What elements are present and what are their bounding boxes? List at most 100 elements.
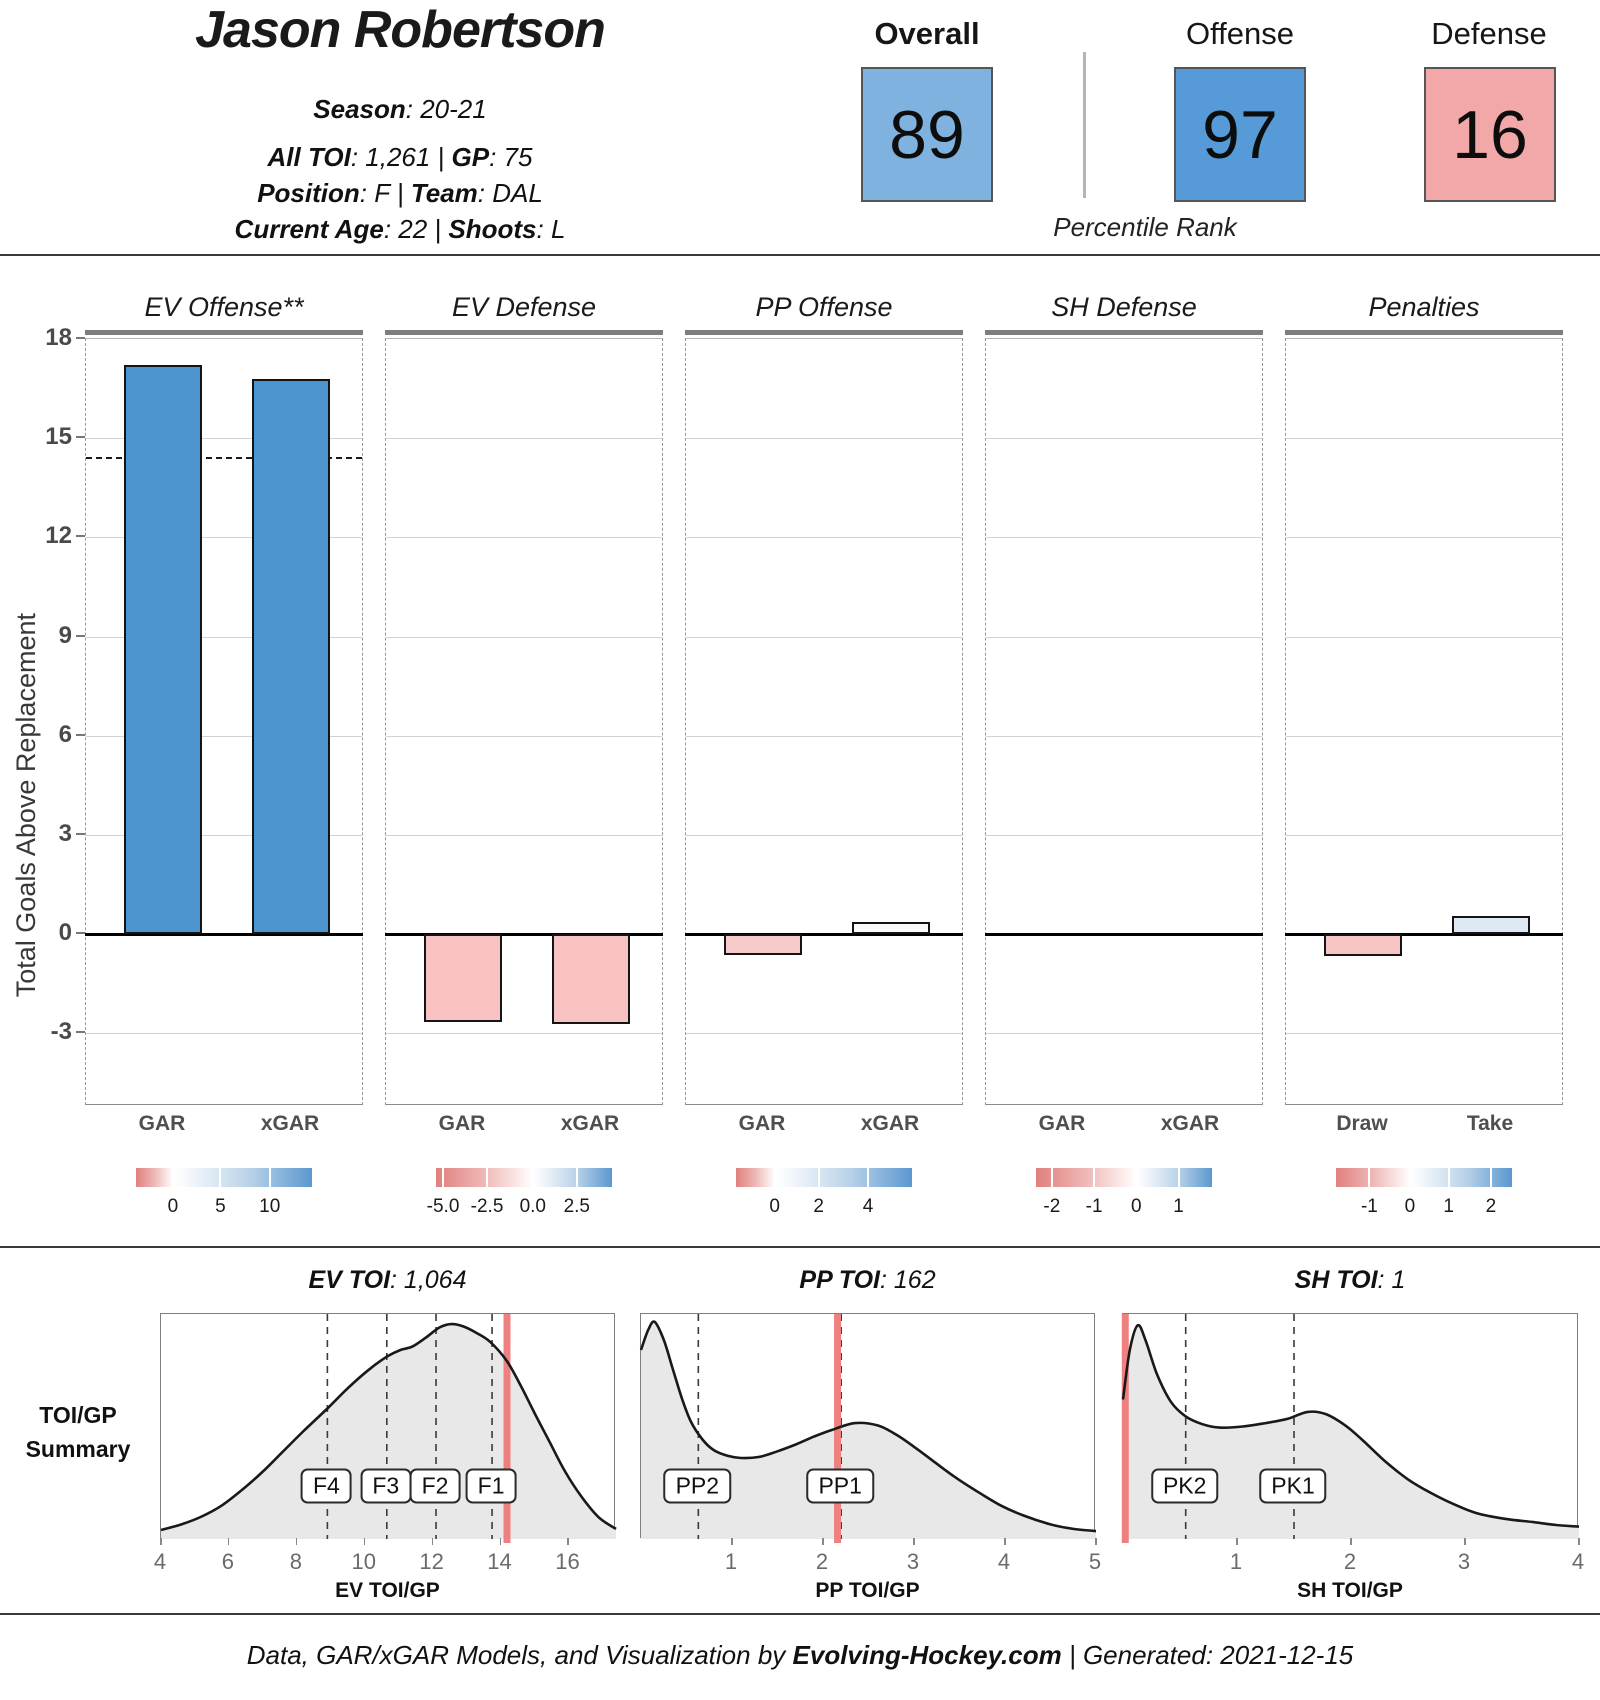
density-title-value: : 162 (879, 1266, 936, 1294)
y-tick-label: -3 (50, 1018, 72, 1046)
y-tick-label: 6 (58, 720, 72, 748)
offense-percentile-value: 97 (1202, 96, 1278, 173)
panel-top-rule (385, 330, 663, 335)
zero-line (685, 932, 963, 936)
legend-gradient (1336, 1168, 1512, 1187)
percentile-divider (1083, 52, 1086, 198)
y-tick-label: 12 (45, 522, 72, 550)
replacement-ref-line (86, 457, 362, 460)
grid-line (86, 537, 362, 539)
grid-line (86, 735, 362, 737)
player-age-shoots: Current Age: 22 | Shoots: L (0, 214, 800, 245)
y-tick-label: 15 (45, 423, 72, 451)
legend-tick-label: -2 (1043, 1196, 1061, 1217)
x-tick-label: 12 (419, 1549, 444, 1574)
legend-tick-mark (1177, 1168, 1180, 1187)
toi-gp-summary-line1: TOI/GP (39, 1402, 117, 1428)
legend-tick-mark (1447, 1168, 1450, 1187)
x-tick-mark (913, 1538, 915, 1545)
panel-top-rule (1285, 330, 1563, 335)
legend-tick-mark (1050, 1168, 1053, 1187)
grid-line (1286, 438, 1562, 440)
grid-line (386, 636, 662, 638)
x-tick-label: 16 (555, 1549, 580, 1574)
x-tick-label: 4 (153, 1549, 167, 1574)
player-position-team: Position: F | Team: DAL (0, 178, 800, 209)
x-tick-label: 5 (1088, 1549, 1102, 1574)
gar-bar (724, 934, 802, 955)
role-label: F3 (360, 1468, 412, 1504)
role-label: PP1 (806, 1468, 874, 1504)
grid-line (1286, 1033, 1562, 1035)
separator: | (1061, 1640, 1083, 1670)
gar-bar (852, 921, 930, 935)
panel-top-rule (85, 330, 363, 335)
y-tick-mark (76, 1031, 85, 1034)
footer-credit: Data, GAR/xGAR Models, and Visualization… (0, 1640, 1600, 1671)
legend-gradient (736, 1168, 912, 1187)
separator: | (430, 142, 452, 172)
season-label: Season (313, 94, 406, 124)
density-area (641, 1321, 1096, 1539)
legend-tick-label: 4 (862, 1196, 874, 1217)
density-curve (1121, 1323, 1580, 1528)
all-toi-label: All TOI (267, 142, 351, 172)
panel-title: EV Offense** (144, 292, 304, 322)
x-tick-label: 8 (289, 1549, 302, 1574)
footer-generated-date: Generated: 2021-12-15 (1082, 1640, 1354, 1670)
x-tick-mark (295, 1538, 298, 1545)
grid-line (686, 537, 962, 539)
legend-tick-mark (219, 1168, 222, 1187)
role-label: F1 (465, 1468, 517, 1504)
y-tick-mark (76, 436, 85, 439)
percentile-rank-caption: Percentile Rank (1053, 212, 1237, 242)
density-curve-svg (639, 1314, 1097, 1543)
overall-percentile-value: 89 (889, 96, 965, 173)
team-value: : DAL (477, 178, 543, 208)
legend-tick-label: 0 (1131, 1196, 1142, 1217)
grid-line (1286, 537, 1562, 539)
y-tick-mark (76, 733, 85, 736)
legend-gradient (1036, 1168, 1212, 1187)
footer-brand: Evolving-Hockey.com (792, 1640, 1062, 1670)
defense-percentile-box: 16 (1424, 67, 1556, 202)
grid-line (386, 537, 662, 539)
x-tick-label: 4 (1571, 1549, 1585, 1574)
toi-gp-summary-line2: Summary (25, 1436, 131, 1462)
y-tick-label: 0 (58, 919, 72, 947)
category-label: GAR (138, 1112, 186, 1135)
density-title-label: EV TOI (308, 1266, 391, 1294)
x-tick-mark (1004, 1538, 1006, 1545)
legend-gradient (136, 1168, 312, 1187)
y-tick-mark (76, 535, 85, 538)
offense-label: Offense (1185, 16, 1295, 51)
section-divider (0, 1246, 1600, 1248)
density-curve (639, 1320, 1097, 1533)
legend-tick-mark (1408, 1168, 1411, 1187)
grid-line (986, 834, 1262, 836)
gar-bar (552, 934, 630, 1024)
player-toi-gp: All TOI: 1,261 | GP: 75 (0, 142, 800, 173)
x-tick-label: 14 (487, 1549, 512, 1574)
separator: | (389, 178, 411, 208)
x-tick-label: 1 (1229, 1549, 1243, 1574)
legend-tick-label: -5.0 (426, 1196, 460, 1217)
y-tick-mark (76, 832, 85, 835)
x-tick-mark (567, 1538, 569, 1545)
grid-line (686, 636, 962, 638)
x-axis-label: PP TOI/GP (815, 1579, 920, 1602)
legend-tick-mark (575, 1168, 578, 1187)
overall-label: Overall (874, 16, 980, 51)
panel-title: PP Offense (755, 292, 893, 322)
grid-line (86, 1033, 362, 1035)
grid-line (986, 537, 1262, 539)
density-area (1123, 1325, 1579, 1539)
player-season: Season: 20-21 (0, 94, 800, 125)
category-label: Take (1466, 1112, 1514, 1135)
x-tick-mark (822, 1538, 824, 1545)
legend-tick-mark (773, 1168, 776, 1187)
footer-divider (0, 1613, 1600, 1615)
x-tick-label: 1 (724, 1549, 738, 1574)
zero-line (1285, 932, 1563, 936)
legend-tick-label: -2.5 (470, 1196, 504, 1217)
